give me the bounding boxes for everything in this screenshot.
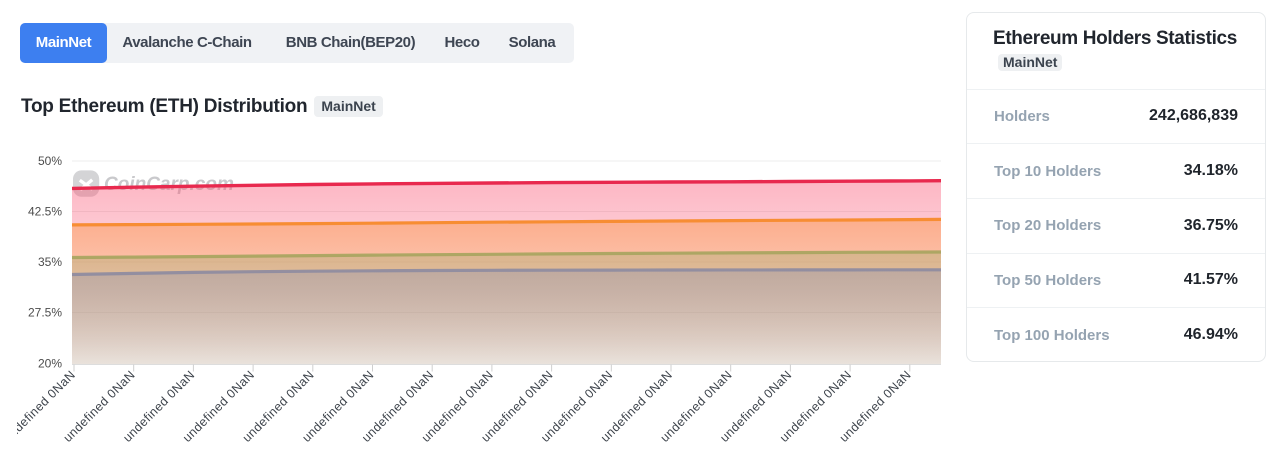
svg-text:35%: 35% bbox=[38, 255, 62, 269]
svg-text:50%: 50% bbox=[38, 154, 62, 168]
svg-text:27.5%: 27.5% bbox=[28, 306, 62, 320]
svg-text:42.5%: 42.5% bbox=[28, 205, 62, 219]
svg-text:20%: 20% bbox=[38, 357, 62, 371]
